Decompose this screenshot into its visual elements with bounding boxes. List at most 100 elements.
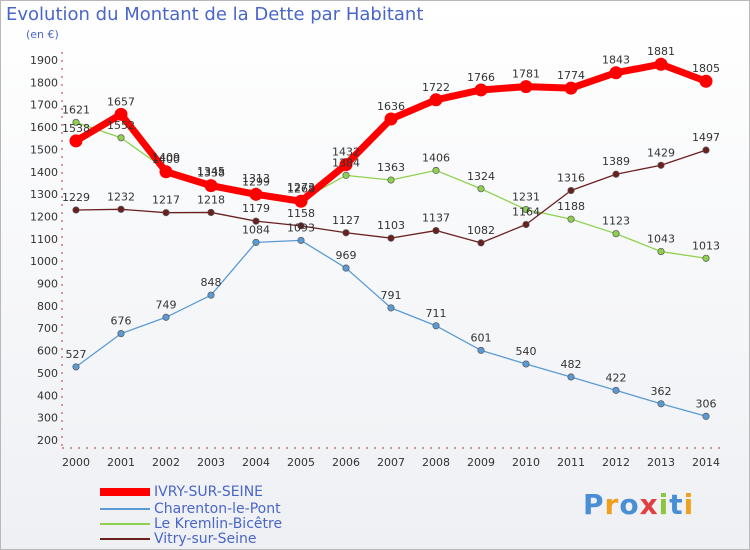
data-point [162,209,170,217]
data-point [519,80,533,94]
y-tick-label: 500 [37,367,58,380]
y-tick-label: 300 [37,412,58,425]
data-label: 1231 [512,191,540,204]
data-point [657,248,665,256]
data-point [207,291,215,299]
data-label: 791 [381,289,402,302]
legend-item: Vitry-sur-Seine [100,531,257,547]
data-label: 1137 [422,212,450,225]
data-point [432,166,440,174]
data-point [342,229,350,237]
x-tick-label: 2004 [242,456,270,469]
data-label: 1084 [242,223,270,236]
data-point [249,187,263,201]
data-label: 482 [561,358,582,371]
data-label: 1363 [377,161,405,174]
data-label: 1384 [332,156,360,169]
data-point [207,208,215,216]
x-tick-label: 2005 [287,456,315,469]
y-tick-label: 900 [37,278,58,291]
data-point [477,239,485,247]
legend-label: Vitry-sur-Seine [154,531,257,547]
data-label: 1103 [377,219,405,232]
y-tick-label: 800 [37,300,58,313]
y-tick-label: 1800 [30,76,58,89]
data-label: 1538 [62,122,90,135]
y-tick-label: 1500 [30,143,58,156]
data-point [567,186,575,195]
data-point [612,386,620,394]
data-point [252,217,260,225]
data-label: 527 [66,348,87,361]
data-label: 1621 [62,103,90,116]
data-label: 1164 [512,206,540,219]
x-tick-label: 2010 [512,456,540,469]
data-point [342,264,350,272]
data-label: 1636 [377,100,405,113]
y-tick-label: 1200 [30,210,58,223]
data-label: 306 [696,397,717,410]
data-point [654,57,668,71]
data-label: 1805 [692,62,720,75]
data-point [477,185,485,193]
logo-letter: o [619,488,640,521]
data-label: 1552 [107,119,135,132]
x-tick-label: 2001 [107,456,135,469]
proxiti-logo: Proxiti [583,488,694,521]
logo-letter: r [604,488,620,521]
data-label: 1313 [242,172,270,185]
data-label: 1324 [467,170,495,183]
legend-swatch [100,538,150,540]
x-tick-label: 2000 [62,456,90,469]
legend-swatch [100,508,150,510]
data-label: 1179 [242,202,270,215]
data-label: 1316 [557,172,585,185]
series-line [75,239,707,417]
data-label: 969 [336,249,357,262]
data-point [72,118,80,126]
data-label: 1766 [467,71,495,84]
data-label: 601 [471,331,492,344]
data-point [702,254,710,262]
y-tick-label: 1100 [30,233,58,246]
data-label: 711 [426,307,447,320]
data-point [432,322,440,330]
data-label: 1188 [557,200,585,213]
data-point [477,346,485,354]
data-point [567,373,575,381]
data-label: 1338 [197,167,225,180]
data-label: 1409 [152,151,180,164]
logo-letter: i [658,488,670,521]
data-label: 1657 [107,95,135,108]
data-point [72,363,80,371]
logo-letter: t [669,488,684,521]
x-tick-label: 2014 [692,456,720,469]
data-point [567,215,575,223]
data-label: 1781 [512,68,540,81]
data-label: 1093 [287,221,315,234]
data-point [159,165,173,179]
x-tick-label: 2003 [197,456,225,469]
data-label: 1843 [602,54,630,67]
data-point [612,230,620,238]
logo-letter: P [583,488,605,521]
data-label: 1218 [197,193,225,206]
data-point [114,107,128,121]
data-label: 1389 [602,155,630,168]
data-label: 362 [651,385,672,398]
data-label: 1722 [422,81,450,94]
data-label: 540 [516,345,537,358]
y-tick-label: 700 [37,322,58,335]
x-tick-label: 2007 [377,456,405,469]
data-point [117,134,125,142]
data-point [252,238,260,246]
data-label: 1123 [602,215,630,228]
data-point [72,206,80,214]
data-point [117,330,125,338]
x-tick-label: 2012 [602,456,630,469]
data-point [342,171,350,179]
data-point [702,146,710,154]
data-point [297,236,305,244]
data-label: 1497 [692,131,720,144]
data-label: 749 [156,298,177,311]
